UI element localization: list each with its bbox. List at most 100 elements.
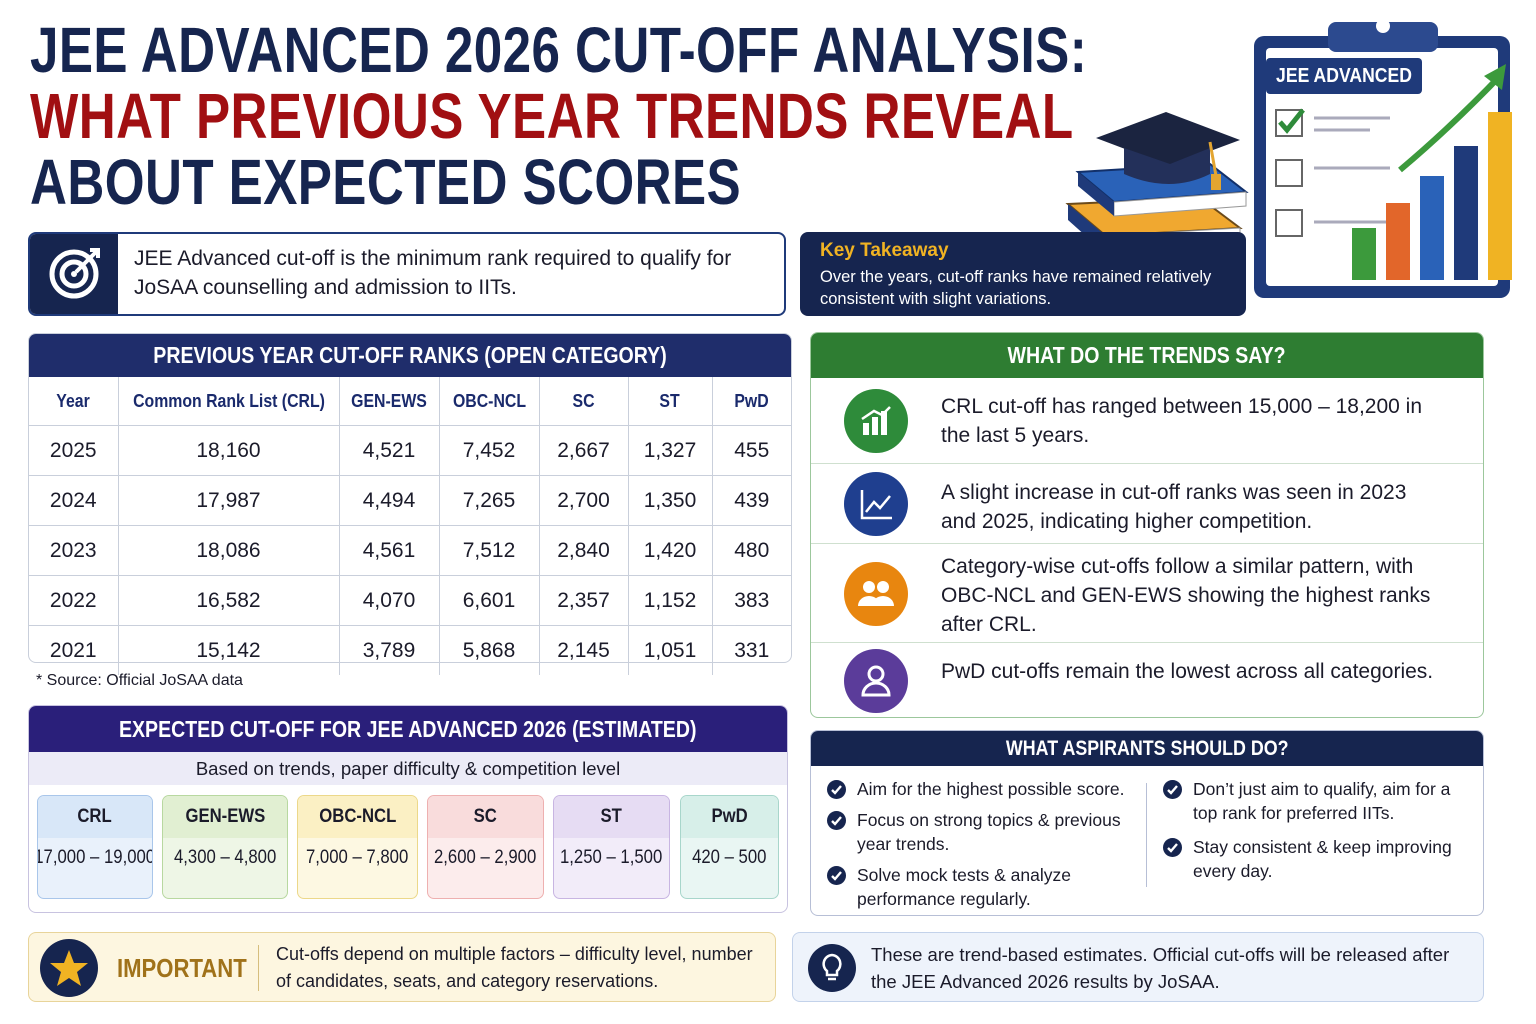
card-header: SC [428,796,543,838]
table-cell: 4,070 [339,575,440,626]
trend-item: Category-wise cut-offs follow a similar … [811,544,1483,643]
trend-text: PwD cut-offs remain the lowest across al… [941,660,1434,683]
card-header: CRL [38,796,152,838]
table-cell: 15,142 [118,625,340,675]
action-text: Focus on strong topics & previous year t… [857,810,1121,854]
column-header: Year [29,377,119,426]
title-line: ABOUT EXPECTED SCORES [30,146,742,218]
column-header: SC [539,377,629,426]
check-icon [1163,780,1182,799]
cap [1096,112,1240,166]
table-cell: 1,420 [628,525,713,576]
card-header: ST [554,796,669,838]
trends-section: WHAT DO THE TRENDS SAY? CRL cut-off has … [810,332,1484,718]
card-label: GEN-EWS [185,806,265,827]
card-header: PwD [681,796,778,838]
trend-icon [844,472,908,536]
table-cell: 3,789 [339,625,440,675]
table-cell: 6,601 [439,575,540,626]
tassel [1208,141,1218,177]
action-text: Aim for the highest possible score. [857,779,1125,799]
checkbox [1275,159,1303,187]
aspirants-title-text: WHAT ASPIRANTS SHOULD DO? [1005,736,1289,760]
trend-item: A slight increase in cut-off ranks was s… [811,464,1483,544]
table-cell: 455 [712,425,791,476]
column-header-text: SC [572,390,595,411]
table-cell: 383 [712,575,791,626]
note-box: These are trend-based estimates. Officia… [792,932,1484,1002]
divider [258,945,259,991]
card-range-row: 17,000 – 19,000 [38,838,152,878]
estimate-card: PwD 420 – 500 [680,795,779,899]
table-cell: 2,840 [539,525,629,576]
table-cell: 2022 [29,575,119,626]
estimate-card: ST 1,250 – 1,500 [553,795,670,899]
label-bg [1266,58,1422,94]
table-cell: 331 [734,638,770,662]
table-header: Year Common Rank List (CRL) GEN-EWS OBC-NCL… [29,377,791,426]
estimate-card: SC 2,600 – 2,900 [427,795,544,899]
deco-bar [1352,228,1376,280]
key-takeaway: Key Takeaway Over the years, cut-off ran… [800,232,1246,316]
card-range-row: 2,600 – 2,900 [428,838,543,878]
deco-arrow [1398,73,1503,173]
table-title: PREVIOUS YEAR CUT-OFF RANKS (OPEN CATEGO… [29,334,791,377]
action-item: Stay consistent & keep improving every d… [1163,835,1463,883]
expected-title: EXPECTED CUT-OFF FOR JEE ADVANCED 2026 (… [29,706,787,752]
trend-icon [844,389,908,453]
key-takeaway-title: Key Takeaway [820,240,949,261]
table-cell: 4,561 [339,525,440,576]
action-text: Solve mock tests & analyze performance r… [857,865,1071,909]
column-header: PwD [712,377,791,426]
star-icon [40,939,98,997]
table-cell: 2,145 [539,625,629,675]
card-range: 17,000 – 19,000 [37,847,153,868]
card-range-row: 1,250 – 1,500 [554,838,669,878]
table-cell: 18,160 [118,425,340,476]
trend-text: Category-wise cut-offs follow a similar … [941,555,1431,636]
checkbox [1275,209,1303,237]
column-header-text: GEN-EWS [351,390,427,411]
previous-table: PREVIOUS YEAR CUT-OFF RANKS (OPEN CATEGO… [28,333,792,675]
table-cell: 7,452 [439,425,540,476]
intro-icon-bg [30,234,118,314]
column-header-text: ST [659,390,681,411]
deco-bar [1420,176,1444,280]
title-line: WHAT PREVIOUS YEAR TRENDS REVEAL [30,80,1074,152]
clipboard-label: JEE ADVANCED [1276,64,1412,86]
table-cell: 7,512 [439,525,540,576]
aspirants-list: Aim for the highest possible score. Focus… [827,777,1137,918]
estimate-card: OBC-NCL 7,000 – 7,800 [297,795,418,899]
card-label: OBC-NCL [318,806,397,827]
aspirants-list: Don’t just aim to qualify, aim for a top… [1163,777,1463,890]
table-cell: 16,582 [118,575,340,626]
table-cell: 480 [712,525,791,576]
table-cell: 4,494 [339,475,440,526]
check-icon [827,780,846,799]
table-row: 2025 18,160 4,521 7,452 2,667 1,327 455 [29,425,791,476]
table-cell: 2021 [29,625,119,675]
intro-text: JEE Advanced cut-off is the minimum rank… [134,247,732,299]
table-cell: 2,700 [539,475,629,526]
column-header-text: Year [56,390,90,411]
deco-bar [1386,203,1410,280]
deco-arrowhead [1484,64,1506,90]
table-row: 2023 18,086 4,561 7,512 2,840 1,420 480 [29,525,791,576]
note-text: These are trend-based estimates. Officia… [871,944,1450,992]
table-cell: 7,265 [439,475,540,526]
deco-bar [1454,146,1478,280]
bulb-icon [808,944,856,992]
trend-item: PwD cut-offs remain the lowest across al… [811,643,1483,719]
important-label: IMPORTANT [117,953,247,983]
card-header: GEN-EWS [163,796,287,838]
table-row: 2024 17,987 4,494 7,265 2,700 1,350 439 [29,475,791,526]
trend-text: A slight increase in cut-off ranks was s… [941,481,1407,533]
card-range: 420 – 500 [692,847,767,868]
clip [1328,22,1438,52]
card-label: PwD [711,806,748,827]
table-cell: 1,327 [628,425,713,476]
card-header: OBC-NCL [298,796,417,838]
column-header-text: OBC-NCL [452,390,526,411]
card-range-row: 420 – 500 [681,838,778,878]
